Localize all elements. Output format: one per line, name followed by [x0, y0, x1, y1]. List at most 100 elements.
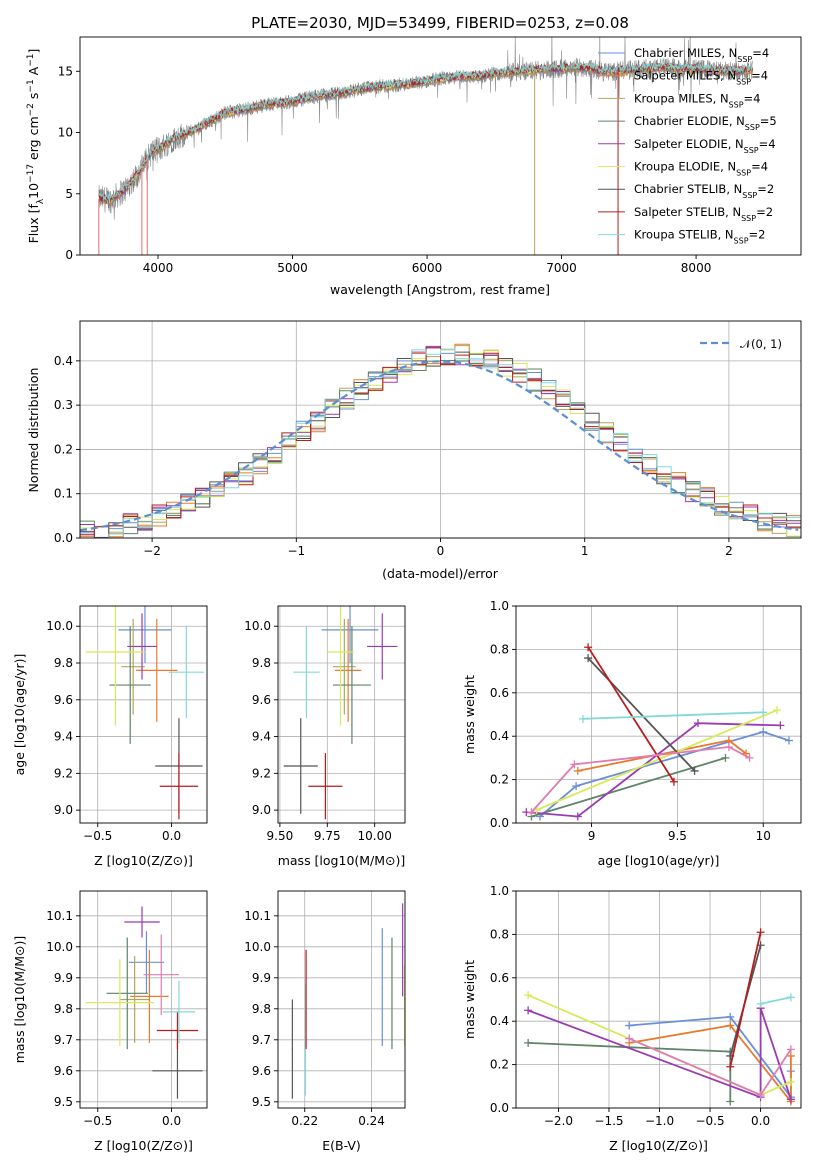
weight-vs-Z-plot-area	[524, 928, 795, 1106]
mass-vs-Z-ylabel: mass [log10(M/M⊙)]	[12, 936, 27, 1064]
y-tick-label: 9.8	[252, 1002, 271, 1016]
age-vs-mass-grid	[278, 606, 405, 823]
y-tick-label: 0.0	[54, 531, 73, 545]
legend-entry-8: Salpeter STELIB, NSSP=2	[634, 205, 773, 223]
x-tick-label: −2	[143, 544, 161, 558]
x-tick-label: 9.5	[668, 829, 687, 843]
mass-vs-Z-frame	[79, 890, 208, 1109]
y-tick-label: 5	[65, 187, 73, 201]
y-tick-label: 9.8	[252, 656, 271, 670]
y-tick-label: 0.8	[490, 642, 509, 656]
y-tick-label: 0.8	[490, 927, 509, 941]
x-tick-label: 5000	[277, 261, 308, 275]
weight-point-marker	[573, 766, 582, 775]
y-tick-label: 0.6	[490, 971, 509, 985]
x-tick-label: 4000	[143, 261, 174, 275]
residual-histogram-8	[80, 347, 801, 536]
y-tick-label: 10.0	[244, 940, 271, 954]
y-tick-label: 10.1	[244, 909, 271, 923]
weight-series-line-4	[527, 1007, 792, 1100]
x-tick-label: 7000	[546, 261, 577, 275]
y-tick-label: 9.6	[252, 1064, 271, 1078]
weight-point-marker	[756, 1090, 765, 1099]
age-vs-mass-xlabel: mass [log10(M/M⊙)]	[278, 853, 406, 868]
legend-entry-3: Kroupa MILES, NSSP=4	[634, 91, 760, 109]
residuals-xlabel: (data-model)/error	[382, 566, 499, 581]
mass-vs-Z-xlabel: Z [log10(Z/Z⊙)]	[94, 1138, 193, 1153]
scatter-point-6	[339, 651, 342, 653]
age-vs-mass-plot-area	[283, 606, 398, 820]
y-tick-label: 9.8	[54, 656, 73, 670]
weight-series-line-7	[587, 646, 675, 783]
weight-point-marker	[570, 760, 579, 769]
weight-point-marker	[726, 1062, 735, 1071]
spectrum-panel: 4000 5000 6000 7000 8000 0 5 10 15 Chabrier MILES…	[58, 36, 802, 275]
scatter-point-4	[351, 684, 353, 686]
y-tick-label: 0.4	[490, 729, 509, 743]
spectrum-plot-area	[98, 37, 753, 255]
weight-point-marker	[756, 999, 765, 1008]
legend-entry-1: Chabrier MILES, NSSP=4	[634, 46, 769, 64]
age-vs-Z-plot-area	[85, 606, 205, 820]
x-tick-label: 9	[588, 829, 596, 843]
scatter-point-7	[176, 1070, 179, 1072]
legend-entry-6: Kroupa ELODIE, NSSP=4	[634, 160, 768, 178]
weight-point-marker	[721, 753, 730, 762]
scatter-point-5	[141, 645, 143, 648]
residuals-plot-area	[80, 343, 801, 538]
y-tick-label: 1.0	[490, 884, 509, 898]
weight-point-marker	[786, 993, 795, 1002]
weight-point-marker	[726, 1021, 735, 1030]
x-tick-label: 0.24	[358, 1114, 385, 1128]
normal-legend-label: 𝒩(0, 1)	[740, 337, 782, 351]
x-tick-label: 9.50	[267, 829, 294, 843]
x-tick-label: −0.5	[83, 1114, 112, 1128]
y-tick-label: 0.3	[54, 398, 73, 412]
y-tick-label: 10.0	[46, 940, 73, 954]
weight-vs-age-ylabel: mass weight	[462, 675, 477, 754]
spectrum-xlabel: wavelength [Angstrom, rest frame]	[330, 282, 550, 297]
y-tick-label: 15	[58, 64, 73, 78]
spectrum-legend: Chabrier MILES, NSSP=4 Salpeter MILES, NS…	[598, 46, 777, 245]
y-tick-label: 9.6	[54, 693, 73, 707]
weight-vs-Z-frame	[515, 890, 802, 1109]
x-tick-label: 10	[756, 829, 771, 843]
weight-point-marker	[584, 643, 593, 652]
y-tick-label: 0	[65, 248, 73, 262]
scatter-point-8	[324, 785, 326, 787]
scatter-point-5	[381, 645, 383, 648]
age-vs-mass-frame	[277, 605, 406, 824]
weight-vs-age-plot-area	[522, 643, 793, 821]
x-tick-label: −0.5	[695, 1114, 724, 1128]
y-tick-label: 10.0	[244, 619, 271, 633]
weight-series-line-8	[760, 996, 792, 1005]
spectrum-title: PLATE=2030, MJD=53499, FIBERID=0253, z=0…	[251, 14, 629, 32]
scatter-point-4	[381, 986, 383, 988]
scatter-point-6	[402, 949, 404, 951]
y-tick-label: 0.0	[490, 1101, 509, 1115]
weight-series-line-3	[531, 757, 726, 818]
scatter-point-4	[126, 992, 128, 994]
scatter-point-8	[176, 1029, 179, 1032]
weight-point-marker	[724, 743, 733, 752]
weight-vs-Z-xlabel: Z [log10(Z/Z⊙)]	[609, 1138, 708, 1153]
weight-point-marker	[759, 727, 768, 736]
spectrum-frame	[79, 36, 802, 256]
y-tick-label: 9.2	[54, 766, 73, 780]
weight-series-line-4	[526, 722, 781, 818]
weight-series-line-5	[536, 709, 778, 811]
weight-point-marker	[572, 782, 581, 791]
scatter-point-6	[114, 651, 117, 653]
y-tick-label: 9.6	[252, 693, 271, 707]
x-tick-label: 6000	[412, 261, 443, 275]
weight-point-marker	[786, 1077, 795, 1086]
weight-point-marker	[578, 714, 587, 723]
mass-vs-EBV-xlabel: E(B-V)	[322, 1138, 361, 1153]
y-tick-label: 9.4	[252, 730, 271, 744]
weight-point-marker	[693, 719, 702, 728]
x-tick-label: 0.22	[291, 1114, 318, 1128]
y-tick-label: 10	[58, 126, 73, 140]
scatter-point-1	[349, 629, 351, 631]
weight-point-marker	[690, 766, 699, 775]
